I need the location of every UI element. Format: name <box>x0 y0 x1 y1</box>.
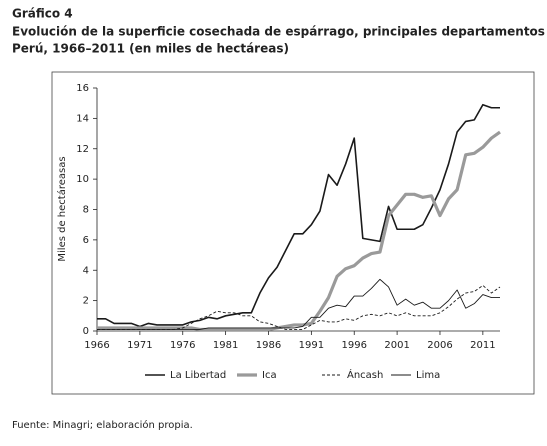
source-note: Fuente: Minagri; elaboración propia. <box>12 419 193 431</box>
x-tick-label: 1981 <box>213 340 238 351</box>
chart-subtitle: Evolución de la superficie cosechada de … <box>12 25 547 39</box>
y-axis-label: Miles de hectáreasas <box>56 156 68 261</box>
x-tick-label: 2001 <box>384 340 409 351</box>
chart-subtitle: Perú, 1966–2011 (en miles de hectáreas) <box>12 42 289 56</box>
legend-label: Lima <box>416 370 440 381</box>
x-tick-label: 1986 <box>256 340 281 351</box>
x-tick-label: 1991 <box>299 340 324 351</box>
x-tick-label: 2011 <box>470 340 495 351</box>
series-line <box>97 278 500 330</box>
y-tick-label: 6 <box>83 235 89 246</box>
x-tick-label: 1971 <box>127 340 152 351</box>
series-line <box>97 103 500 328</box>
y-tick-label: 2 <box>83 296 89 307</box>
x-tick-label: 1976 <box>170 340 195 351</box>
y-tick-label: 14 <box>76 113 89 124</box>
x-tick-label: 1966 <box>84 340 109 351</box>
y-tick-label: 16 <box>76 83 89 94</box>
series-line <box>97 284 501 330</box>
y-tick-label: 0 <box>83 326 89 337</box>
y-tick-label: 4 <box>83 265 89 276</box>
x-tick-label: 2006 <box>427 340 452 351</box>
y-tick-label: 8 <box>83 205 89 216</box>
chart-title: Gráfico 4 <box>12 7 73 21</box>
chart-frame <box>51 71 535 395</box>
y-tick-label: 10 <box>76 174 89 185</box>
x-tick-label: 1996 <box>342 340 367 351</box>
legend-label: Áncash <box>347 368 383 381</box>
legend-label: La Libertad <box>170 370 226 381</box>
series-line <box>97 130 501 332</box>
legend-label: Ica <box>262 370 277 381</box>
y-tick-label: 12 <box>76 144 89 155</box>
